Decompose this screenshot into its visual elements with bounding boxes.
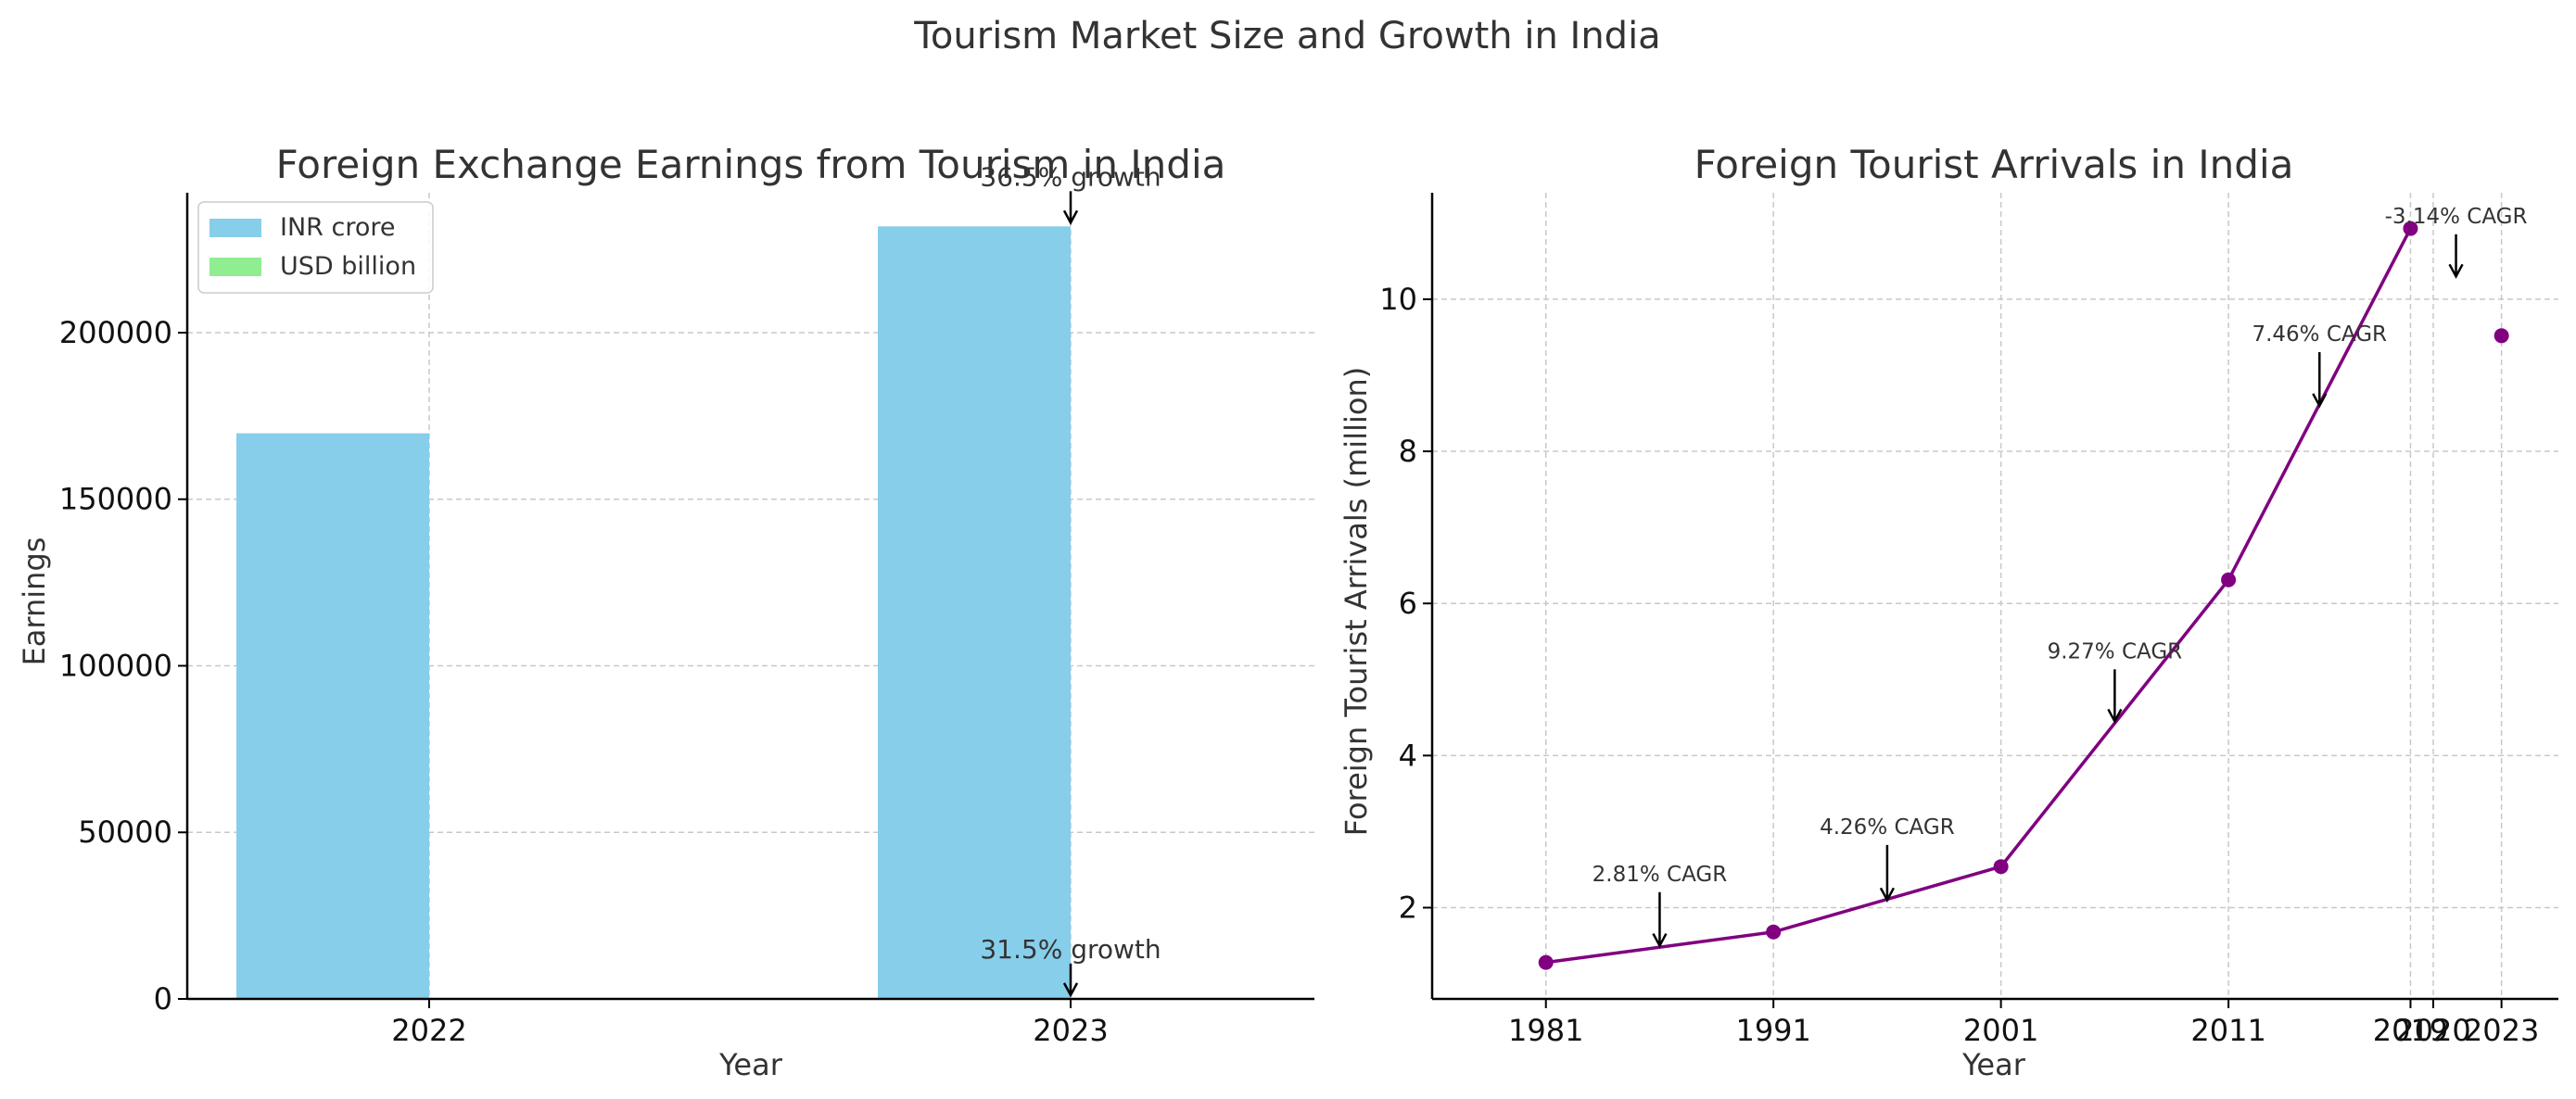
arrivals-y-tick-label-4: 10	[1379, 282, 1417, 317]
arrivals-x-axis-label: Year	[1961, 1047, 2026, 1082]
arrivals-annotation-arrowhead-1	[1879, 887, 1896, 903]
arrivals-annotation-0: 2.81% CAGR	[1593, 863, 1728, 887]
earnings-tick-labels: 0 50000 100000 150000 200000 2022 2023	[59, 315, 1109, 1048]
arrivals-y-axis-label: Foreign Tourist Arrivals (million)	[1339, 367, 1374, 836]
arrivals-annotation-2: 9.27% CAGR	[2048, 639, 2183, 663]
earnings-legend-label-1: USD billion	[280, 252, 416, 281]
earnings-x-tick-label-0: 2022	[391, 1013, 466, 1048]
earnings-y-tick-label-4: 200000	[59, 315, 172, 350]
earnings-y-tick-label-2: 100000	[59, 648, 172, 683]
earnings-axes	[185, 193, 1314, 1001]
arrivals-y-tick-label-3: 8	[1399, 434, 1417, 469]
earnings-x-tick-label-1: 2023	[1033, 1013, 1108, 1048]
arrivals-x-tick-label-1: 1991	[1735, 1013, 1810, 1048]
arrivals-x-tick-label-5: 2020	[2395, 1013, 2470, 1048]
earnings-legend-swatch-1	[209, 258, 261, 276]
arrivals-annotation-1: 4.26% CAGR	[1820, 815, 1955, 840]
arrivals-chart-title: Foreign Tourist Arrivals in India	[1694, 142, 2294, 187]
earnings-annotation-1: 31.5% growth	[980, 934, 1161, 965]
arrivals-axes	[1430, 193, 2558, 1001]
arrivals-point-1981	[1538, 954, 1554, 970]
earnings-annotation-arrowhead-0	[1062, 209, 1079, 225]
arrivals-x-tick-label-3: 2011	[2190, 1013, 2265, 1048]
earnings-annotation-0: 36.5% growth	[980, 161, 1161, 192]
earnings-annotation-arrowhead-1	[1062, 982, 1079, 998]
earnings-legend: INR crore USD billion	[197, 201, 434, 294]
bar-inr-2022	[236, 433, 429, 999]
arrivals-annotation-arrowhead-2	[2107, 708, 2123, 725]
earnings-bar-chart: 0 50000 100000 150000 200000 2022 2023 36.5% g…	[17, 142, 1314, 1082]
earnings-x-axis-label: Year	[718, 1047, 783, 1082]
arrivals-point-2011	[2221, 572, 2237, 587]
earnings-legend-swatch-0	[209, 219, 261, 237]
arrivals-y-tick-label-1: 4	[1399, 738, 1417, 773]
arrivals-point-2001	[1993, 859, 2009, 875]
earnings-bars	[236, 226, 1263, 999]
arrivals-point-2023	[2494, 328, 2509, 344]
arrivals-grid	[1432, 193, 2558, 999]
earnings-y-axis-label: Earnings	[17, 537, 52, 666]
earnings-annotations: 36.5% growth 31.5% growth	[980, 161, 1161, 998]
arrivals-x-tick-label-6: 2023	[2464, 1013, 2539, 1048]
arrivals-annotation-4: -3.14% CAGR	[2385, 205, 2528, 229]
arrivals-x-tick-label-0: 1981	[1508, 1013, 1583, 1048]
earnings-y-tick-label-3: 150000	[59, 482, 172, 517]
bar-inr-2023	[878, 226, 1071, 999]
arrivals-y-tick-label-2: 6	[1399, 586, 1417, 621]
figure-suptitle: Tourism Market Size and Growth in India	[913, 15, 1660, 57]
arrivals-point-2019	[2403, 221, 2418, 236]
arrivals-point-1991	[1766, 924, 1782, 940]
arrivals-y-tick-label-0: 2	[1399, 891, 1417, 926]
arrivals-annotation-arrowhead-0	[1652, 932, 1668, 949]
arrivals-annotation-arrowhead-4	[2448, 263, 2464, 279]
earnings-y-tick-label-0: 0	[154, 981, 172, 1017]
arrivals-annotations: 2.81% CAGR 4.26% CAGR 9.27% CAGR 7.46% CAGR…	[1593, 205, 2528, 949]
arrivals-x-tick-label-4: 2019	[2373, 1013, 2448, 1048]
earnings-chart-title: Foreign Exchange Earnings from Tourism i…	[276, 142, 1226, 187]
earnings-y-tick-label-1: 50000	[78, 815, 172, 850]
arrivals-annotation-arrowhead-3	[2312, 393, 2328, 409]
arrivals-x-tick-label-2: 2001	[1963, 1013, 2038, 1048]
arrivals-series	[1538, 221, 2509, 970]
arrivals-annotation-3: 7.46% CAGR	[2252, 322, 2387, 347]
earnings-legend-label-0: INR crore	[280, 213, 396, 242]
